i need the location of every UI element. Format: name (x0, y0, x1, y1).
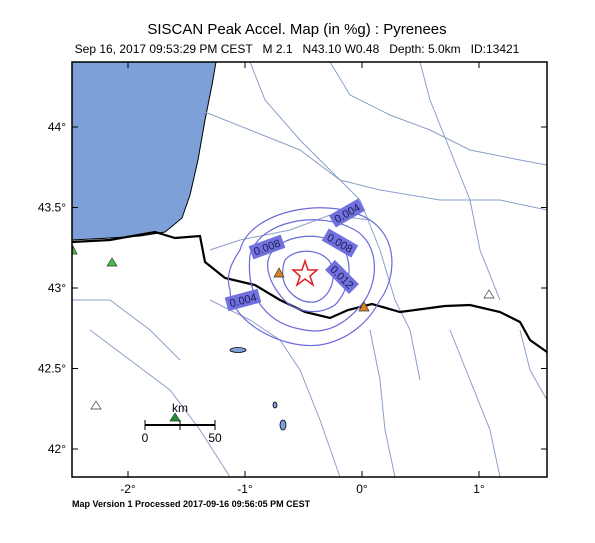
scale-bar: km 0 50 (142, 401, 222, 445)
scale-unit: km (172, 401, 188, 415)
map-frame (71, 61, 548, 478)
lat-tick-label: 42.5° (38, 362, 66, 376)
stations (71, 244, 495, 422)
scale-start: 0 (142, 431, 149, 445)
map-subtitle: Sep 16, 2017 09:53:29 PM CEST M 2.1 N43.… (75, 42, 520, 56)
contours (227, 207, 393, 347)
lon-tick-label: 0° (356, 482, 368, 496)
map-area: 0.004 0.008 0.008 0.012 0.004 km 0 (71, 61, 548, 478)
lon-tick-label: -2° (120, 482, 136, 496)
lat-tick-label: 43.5° (38, 201, 66, 215)
epicenter (290, 258, 320, 288)
border (71, 230, 548, 353)
footer: Map Version 1 Processed 2017-09-16 09:56… (72, 499, 311, 509)
rivers (72, 61, 548, 478)
map-title: SISCAN Peak Accel. Map (in %g) : Pyrenee… (147, 21, 446, 38)
lat-tick-label: 44° (48, 120, 66, 134)
ocean (71, 61, 217, 241)
lat-tick-label: 43° (48, 281, 66, 295)
lat-tick-label: 42° (48, 442, 66, 456)
lon-tick-label: 1° (473, 482, 485, 496)
lon-tick-label: -1° (237, 482, 253, 496)
scale-end: 50 (208, 431, 222, 445)
lakes (229, 347, 287, 431)
